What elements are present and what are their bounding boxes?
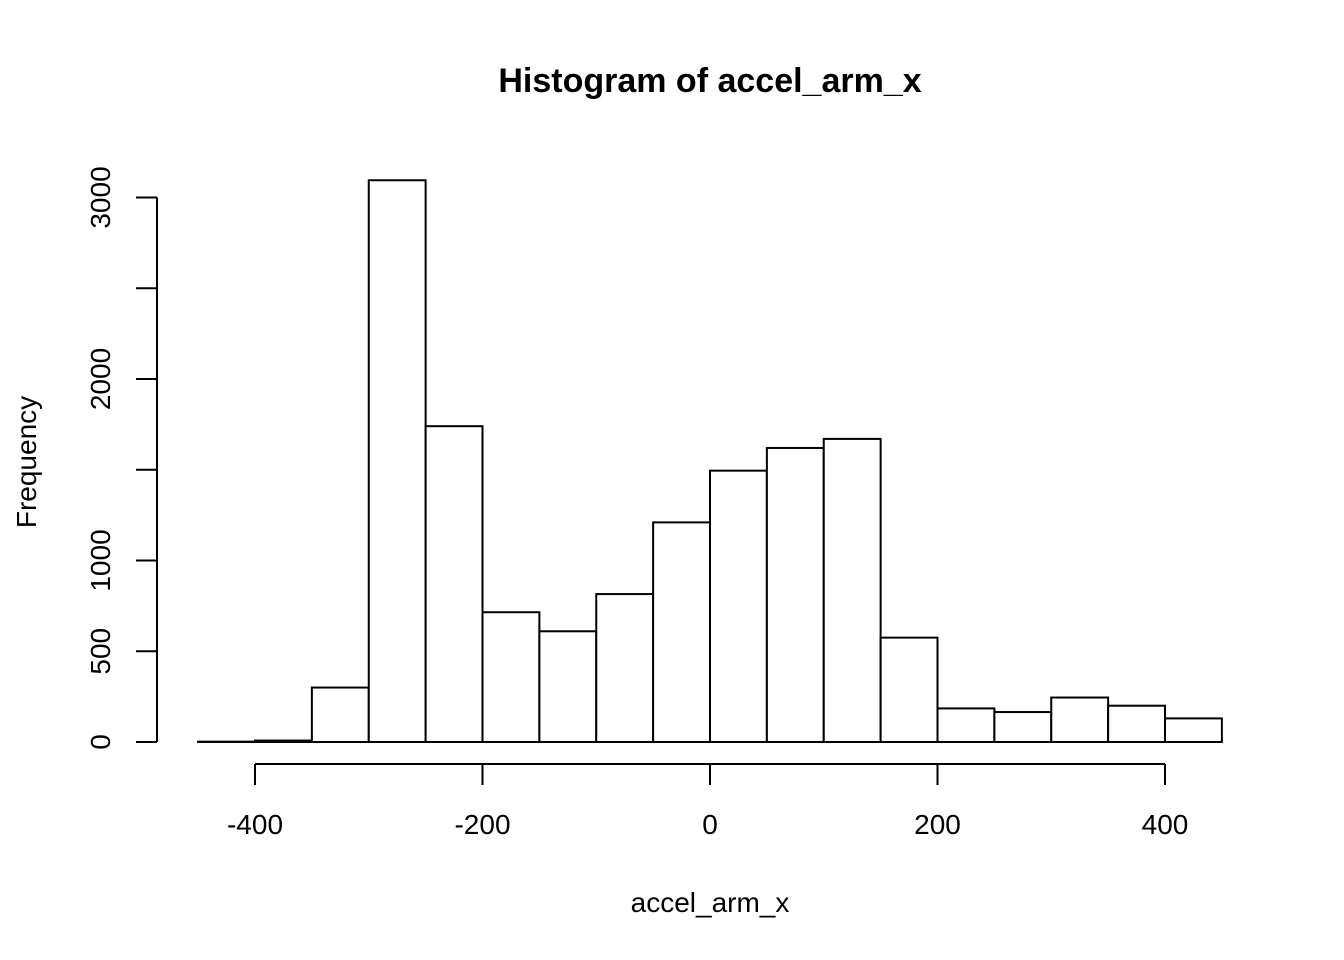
x-tick-label: 400 <box>1142 809 1189 840</box>
histogram-bar <box>310 686 370 743</box>
y-axis: 0 500 1000 2000 3000 <box>85 166 158 750</box>
histogram-bar <box>993 711 1053 743</box>
y-tick-label: 3000 <box>85 166 116 228</box>
histogram-bar <box>652 521 711 744</box>
y-tick-label: 1000 <box>85 529 116 591</box>
histogram-bar <box>879 636 939 744</box>
x-tick-label: 200 <box>914 809 961 840</box>
histogram-bar <box>481 611 541 743</box>
x-tick-label: -400 <box>227 809 283 840</box>
y-tick-label: 500 <box>85 628 116 675</box>
histogram-bar <box>1164 717 1223 744</box>
x-tick-label: -200 <box>454 809 510 840</box>
histogram-bar <box>709 469 768 743</box>
histogram-bar <box>765 446 825 743</box>
histogram-bar <box>1050 696 1110 743</box>
y-tick-label: 2000 <box>85 348 116 410</box>
y-axis-title: Frequency <box>11 396 42 528</box>
y-tick-label: 0 <box>85 734 116 750</box>
histogram-bar <box>254 739 313 743</box>
chart-title: Histogram of accel_arm_x <box>498 62 921 100</box>
histogram-bar <box>424 425 484 743</box>
x-axis: -400 -200 0 200 400 <box>227 763 1189 840</box>
histogram-bar <box>936 707 996 743</box>
bars-group <box>197 179 1223 744</box>
histogram-bar <box>538 630 598 743</box>
x-axis-title: accel_arm_x <box>631 887 790 918</box>
x-tick-label: 0 <box>702 809 718 840</box>
histogram-bar <box>595 593 655 744</box>
histogram-bar <box>1107 704 1166 744</box>
histogram-bar <box>822 437 882 743</box>
histogram-bar <box>367 179 427 743</box>
